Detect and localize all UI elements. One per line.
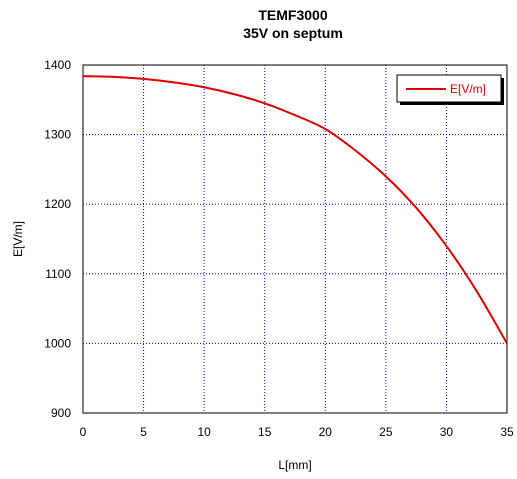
y-tick-label-4: 1300 xyxy=(44,128,71,142)
y-tick-label-2: 1100 xyxy=(45,267,71,281)
y-tick-label-5: 1400 xyxy=(44,58,71,72)
x-tick-label-4: 20 xyxy=(319,425,333,439)
y-tick-labels: 900 1000 1100 1200 1300 1400 xyxy=(44,58,71,420)
x-tick-label-3: 15 xyxy=(258,425,272,439)
series-line-0 xyxy=(82,75,508,344)
plot-frame xyxy=(82,64,508,414)
chart-subtitle: 35V on septum xyxy=(243,25,343,41)
x-axis-label: L[mm] xyxy=(278,458,311,472)
x-tick-label-0: 0 xyxy=(80,425,87,439)
y-tick-label-1: 1000 xyxy=(44,336,71,350)
x-tick-label-2: 10 xyxy=(197,425,211,439)
x-tick-label-5: 25 xyxy=(379,425,393,439)
series-layer xyxy=(82,75,508,344)
legend: E[V/m] xyxy=(396,74,504,105)
chart-title: TEMF3000 xyxy=(258,7,327,23)
x-tick-label-7: 35 xyxy=(500,425,514,439)
grid xyxy=(83,65,507,413)
legend-box xyxy=(396,74,502,103)
y-axis-label: E[V/m] xyxy=(11,221,25,257)
legend-entry-label: E[V/m] xyxy=(450,82,486,96)
x-tick-label-6: 30 xyxy=(440,425,454,439)
x-tick-labels: 0 5 10 15 20 25 30 35 xyxy=(80,425,514,439)
y-tick-label-3: 1200 xyxy=(44,197,71,211)
x-tick-label-1: 5 xyxy=(140,425,147,439)
y-tick-label-0: 900 xyxy=(51,406,71,420)
